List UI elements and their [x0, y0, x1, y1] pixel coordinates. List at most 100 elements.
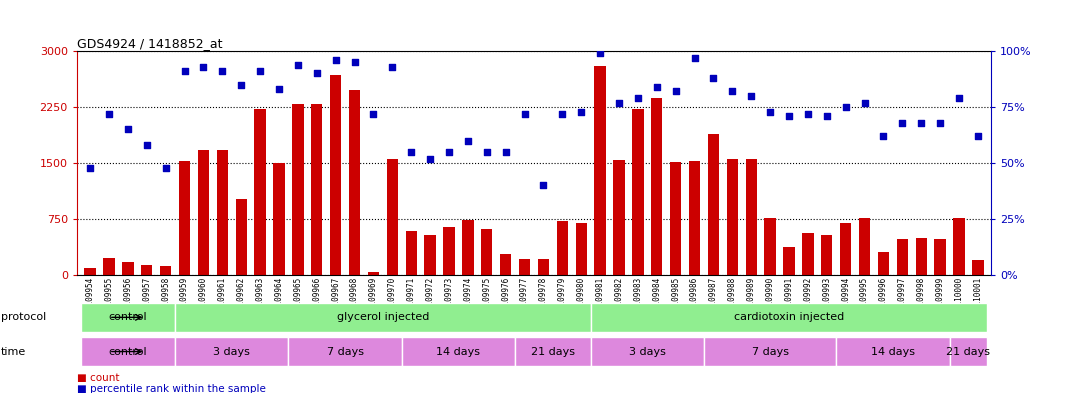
Point — [894, 119, 911, 126]
Point — [403, 149, 420, 155]
Bar — [84, 268, 96, 275]
Point — [422, 156, 439, 162]
Text: protocol: protocol — [1, 312, 46, 322]
Bar — [330, 75, 342, 275]
Point — [214, 68, 231, 74]
Text: control: control — [109, 312, 147, 322]
Bar — [104, 258, 114, 275]
Bar — [141, 264, 153, 275]
Bar — [424, 235, 436, 275]
Point — [629, 95, 646, 101]
Bar — [821, 235, 832, 275]
Text: ■ count: ■ count — [77, 373, 120, 383]
Bar — [402, 337, 515, 366]
Bar — [726, 159, 738, 275]
Bar — [689, 161, 701, 275]
Bar — [236, 199, 247, 275]
Point — [138, 142, 155, 148]
Bar — [897, 239, 908, 275]
Point — [648, 84, 665, 90]
Bar — [273, 163, 285, 275]
Point — [857, 99, 874, 106]
Point — [781, 113, 798, 119]
Text: 7 days: 7 days — [327, 347, 363, 356]
Bar — [198, 150, 209, 275]
Point — [761, 108, 779, 115]
Bar — [293, 104, 303, 275]
Bar — [519, 259, 530, 275]
Point — [913, 119, 930, 126]
Bar — [556, 221, 568, 275]
Point — [270, 86, 287, 92]
Bar — [613, 160, 625, 275]
Point — [478, 149, 496, 155]
Point — [365, 111, 382, 117]
Bar — [836, 337, 949, 366]
Text: cardiotoxin injected: cardiotoxin injected — [734, 312, 844, 322]
Bar — [802, 233, 814, 275]
Point — [970, 133, 987, 140]
Bar — [651, 98, 662, 275]
Point — [799, 111, 816, 117]
Bar — [670, 162, 681, 275]
Bar — [288, 337, 402, 366]
Bar — [406, 231, 417, 275]
Bar — [81, 337, 175, 366]
Point — [383, 64, 400, 70]
Point — [818, 113, 835, 119]
Text: control: control — [109, 347, 147, 356]
Text: glycerol injected: glycerol injected — [336, 312, 429, 322]
Point — [233, 81, 250, 88]
Bar — [765, 219, 775, 275]
Point — [686, 55, 703, 61]
Point — [176, 68, 193, 74]
Bar — [311, 104, 323, 275]
Bar — [179, 161, 190, 275]
Point — [100, 111, 117, 117]
Bar — [387, 159, 398, 275]
Bar — [576, 223, 587, 275]
Point — [535, 182, 552, 189]
Point — [742, 93, 759, 99]
Bar — [349, 90, 360, 275]
Bar — [591, 303, 987, 332]
Bar — [949, 337, 987, 366]
Bar — [122, 263, 134, 275]
Bar — [254, 109, 266, 275]
Point — [931, 119, 948, 126]
Point — [289, 61, 307, 68]
Point — [81, 164, 98, 171]
Point — [554, 111, 571, 117]
Point — [705, 75, 722, 81]
Bar — [783, 247, 795, 275]
Point — [516, 111, 533, 117]
Point — [611, 99, 628, 106]
Text: 7 days: 7 days — [752, 347, 788, 356]
Bar — [708, 134, 719, 275]
Point — [346, 59, 363, 65]
Bar — [915, 238, 927, 275]
Point — [724, 88, 741, 95]
Bar — [934, 239, 946, 275]
Text: 14 days: 14 days — [437, 347, 481, 356]
Point — [497, 149, 514, 155]
Bar — [81, 303, 175, 332]
Point — [837, 104, 854, 110]
Bar — [704, 337, 836, 366]
Point — [120, 126, 137, 132]
Bar — [595, 66, 606, 275]
Bar — [462, 220, 473, 275]
Bar — [515, 337, 591, 366]
Bar — [841, 223, 851, 275]
Point — [875, 133, 892, 140]
Text: time: time — [1, 347, 27, 356]
Bar — [500, 254, 512, 275]
Bar — [443, 226, 455, 275]
Point — [592, 50, 609, 57]
Point — [194, 64, 211, 70]
Point — [668, 88, 685, 95]
Bar — [745, 159, 757, 275]
Bar — [878, 252, 889, 275]
Bar — [217, 150, 227, 275]
Bar — [160, 266, 171, 275]
